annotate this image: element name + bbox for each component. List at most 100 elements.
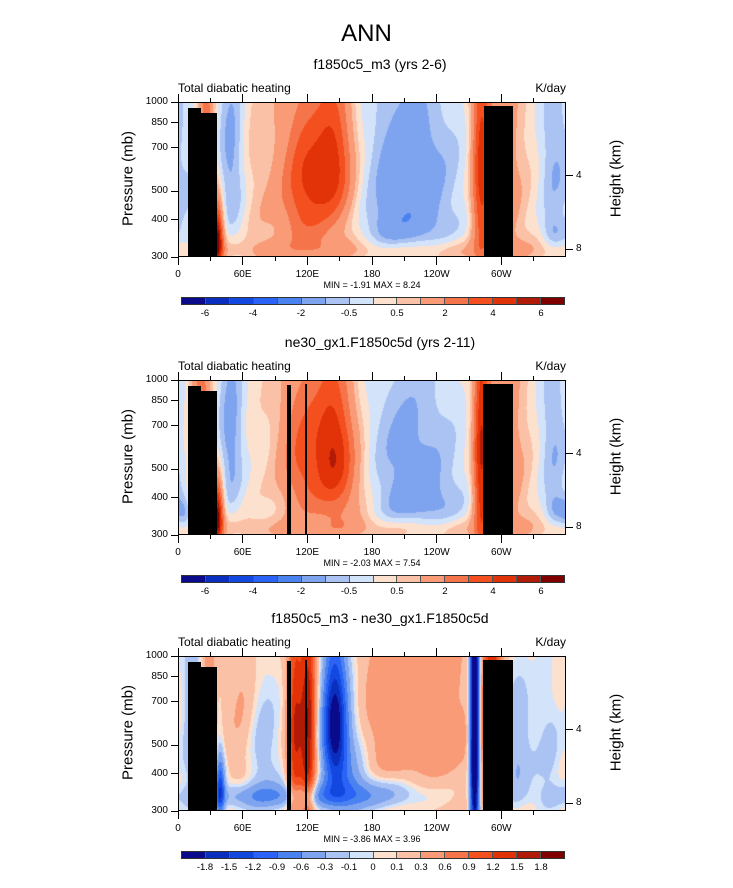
colorbar-box [421, 852, 446, 858]
right-axis-label: Height (km) [607, 417, 625, 495]
colorbar-label: 0.5 [390, 586, 404, 597]
colorbar-box [349, 576, 374, 582]
colorbar [181, 851, 565, 859]
topography-mask [187, 108, 201, 256]
x-tick-mark [339, 535, 341, 539]
contour-plot [178, 656, 566, 811]
topography-mask [305, 384, 308, 534]
y-tick-label: 850 [151, 670, 168, 682]
topography-mask [187, 386, 201, 534]
colorbar-box [373, 298, 398, 304]
x-tick-mark-top [371, 94, 373, 102]
colorbar-box [229, 852, 254, 858]
right-tick-mark [566, 729, 573, 731]
x-tick-mark-top [403, 98, 405, 102]
colorbar-label: 0 [370, 862, 376, 873]
x-tick-mark-top [403, 376, 405, 380]
right-tick-mark [566, 453, 573, 455]
x-tick-mark-top [242, 372, 244, 380]
colorbar-label: -0.1 [340, 862, 358, 873]
colorbar-box [325, 852, 350, 858]
x-tick-label: 120E [295, 269, 319, 280]
x-tick-mark [468, 257, 470, 261]
colorbar-label: 4 [490, 308, 496, 319]
x-tick-mark-top [436, 94, 438, 102]
colorbar-label: -0.3 [316, 862, 334, 873]
x-tick-mark [371, 257, 373, 265]
x-tick-mark-top [436, 372, 438, 380]
colorbar-label: 1.5 [510, 862, 524, 873]
x-tick-mark [436, 811, 438, 819]
colorbar-box [301, 852, 326, 858]
y-tick-label: 300 [151, 251, 168, 262]
colorbar-label: 4 [490, 586, 496, 597]
x-tick-mark [177, 257, 179, 265]
x-tick-mark-top [177, 648, 179, 656]
x-tick-mark-top [468, 376, 470, 380]
colorbar-box [325, 576, 350, 582]
right-tick-label: 4 [576, 723, 582, 735]
topography-mask [286, 384, 292, 534]
figure-title: ANN [341, 20, 392, 47]
x-tick-mark-top [209, 376, 211, 380]
x-tick-mark-top [403, 652, 405, 656]
colorbar-box [517, 298, 542, 304]
x-tick-mark-top [274, 652, 276, 656]
topography-mask [200, 391, 217, 534]
colorbar-label: -0.9 [268, 862, 286, 873]
y-tick-label: 500 [151, 185, 168, 197]
y-tick-label: 400 [151, 767, 168, 779]
colorbar-label: 1.8 [534, 862, 548, 873]
colorbar-box [373, 852, 398, 858]
x-tick-mark [436, 535, 438, 543]
colorbar-label: -2 [296, 586, 306, 597]
x-tick-mark-top [468, 98, 470, 102]
colorbar-label: -1.8 [196, 862, 214, 873]
panel-title: f1850c5_m3 (yrs 2-6) [313, 56, 447, 72]
topography-mask [187, 662, 201, 810]
colorbar-box [445, 852, 470, 858]
units-label: K/day [535, 635, 566, 649]
colorbar-box [493, 576, 518, 582]
y-tick-label: 500 [151, 463, 168, 475]
x-tick-mark-top [209, 652, 211, 656]
colorbar-label: 6 [538, 308, 544, 319]
colorbar-box [205, 298, 230, 304]
y-tick-mark [171, 256, 178, 258]
x-tick-mark-top [533, 376, 535, 380]
colorbar-box [301, 298, 326, 304]
colorbar-box [469, 576, 494, 582]
x-tick-label: 120E [295, 823, 319, 834]
y-tick-mark [171, 810, 178, 812]
x-tick-label: 60W [491, 823, 512, 834]
colorbar-label: 1.2 [486, 862, 500, 873]
x-tick-mark-top [242, 94, 244, 102]
colorbar-box [445, 576, 470, 582]
x-tick-mark [339, 257, 341, 261]
y-tick-mark [171, 425, 178, 427]
right-axis-label: Height (km) [607, 693, 625, 771]
y-tick-label: 700 [151, 141, 168, 153]
colorbar-box [205, 852, 230, 858]
right-tick-label: 8 [576, 243, 582, 255]
colorbar-label: -6 [200, 308, 210, 319]
colorbar-box [182, 576, 206, 582]
units-label: K/day [535, 81, 566, 95]
colorbar-box [541, 576, 564, 582]
colorbar-box [397, 298, 422, 304]
y-tick-mark [171, 534, 178, 536]
x-tick-label: 120W [423, 547, 450, 558]
min-max-label: MIN = -2.03 MAX = 7.54 [323, 558, 421, 568]
panel-title: ne30_gx1.F1850c5d (yrs 2-11) [284, 334, 476, 350]
colorbar-box [229, 298, 254, 304]
y-tick-mark [171, 468, 178, 470]
topography-mask [482, 660, 514, 810]
x-tick-mark [339, 811, 341, 815]
colorbar-label: 0.5 [390, 308, 404, 319]
topography-mask [286, 660, 292, 810]
colorbar-label: 2 [442, 586, 448, 597]
colorbar-box [349, 852, 374, 858]
colorbar-box [349, 298, 374, 304]
x-tick-mark [500, 257, 502, 265]
x-tick-mark [403, 811, 405, 815]
